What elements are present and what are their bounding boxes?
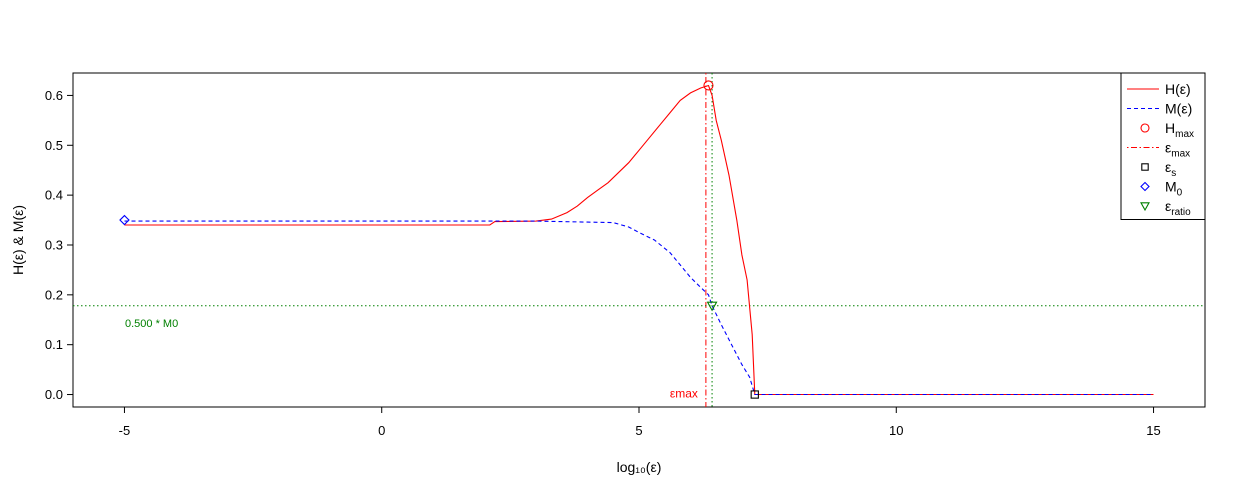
y-tick-label: 0.5 bbox=[45, 138, 63, 153]
y-axis-label: H(ε) & M(ε) bbox=[10, 205, 26, 275]
legend-label-main: ε bbox=[1165, 140, 1171, 156]
legend-label-main: M bbox=[1165, 179, 1177, 195]
series-line-h bbox=[124, 84, 1154, 396]
legend-label: εmax bbox=[1165, 140, 1190, 160]
legend-label-sub: s bbox=[1171, 168, 1176, 179]
legend-label: M0 bbox=[1165, 179, 1183, 199]
marker-square bbox=[750, 390, 759, 399]
legend-label-main: H bbox=[1165, 120, 1175, 136]
legend-label-main: ε bbox=[1165, 159, 1171, 175]
legend-label-main: H(ε) bbox=[1165, 81, 1191, 97]
legend-label-sub: max bbox=[1171, 149, 1190, 160]
legend-label-sub: ratio bbox=[1171, 207, 1191, 218]
legend-label: Hmax bbox=[1165, 120, 1194, 140]
legend-label: H(ε) bbox=[1165, 81, 1191, 97]
legend-marker bbox=[1140, 181, 1150, 192]
y-tick-label: 0.2 bbox=[45, 287, 63, 302]
annotation-epsilon-max: εmax bbox=[670, 387, 698, 401]
legend-box bbox=[1120, 72, 1206, 220]
legend-marker bbox=[1141, 163, 1149, 171]
legend-label: M(ε) bbox=[1165, 101, 1192, 117]
plot-frame bbox=[72, 72, 1206, 408]
legend-label-main: M(ε) bbox=[1165, 101, 1192, 117]
y-tick-label: 0.0 bbox=[45, 387, 63, 402]
marker-triangle-down bbox=[706, 301, 718, 312]
x-tick-label: 5 bbox=[635, 423, 642, 438]
legend-marker bbox=[1140, 123, 1150, 133]
x-tick-label: 15 bbox=[1146, 423, 1160, 438]
y-tick-label: 0.6 bbox=[45, 88, 63, 103]
x-axis-label: log₁₀(ε) bbox=[617, 459, 662, 475]
legend-label-main: ε bbox=[1165, 198, 1171, 214]
legend-label-sub: 0 bbox=[1177, 188, 1183, 199]
legend-label-sub: max bbox=[1175, 129, 1194, 140]
x-tick-label: -5 bbox=[119, 423, 131, 438]
annotation-threshold: 0.500 * M0 bbox=[125, 318, 178, 330]
legend-label: εs bbox=[1165, 159, 1176, 179]
y-tick-label: 0.3 bbox=[45, 237, 63, 252]
legend-label: εratio bbox=[1165, 198, 1191, 218]
marker-circle bbox=[703, 80, 714, 91]
series-line-m bbox=[124, 220, 1154, 396]
marker-diamond bbox=[119, 214, 130, 226]
y-tick-label: 0.1 bbox=[45, 337, 63, 352]
x-tick-label: 0 bbox=[378, 423, 385, 438]
legend-marker bbox=[1140, 202, 1150, 212]
x-tick-label: 10 bbox=[889, 423, 903, 438]
y-tick-label: 0.4 bbox=[45, 188, 63, 203]
